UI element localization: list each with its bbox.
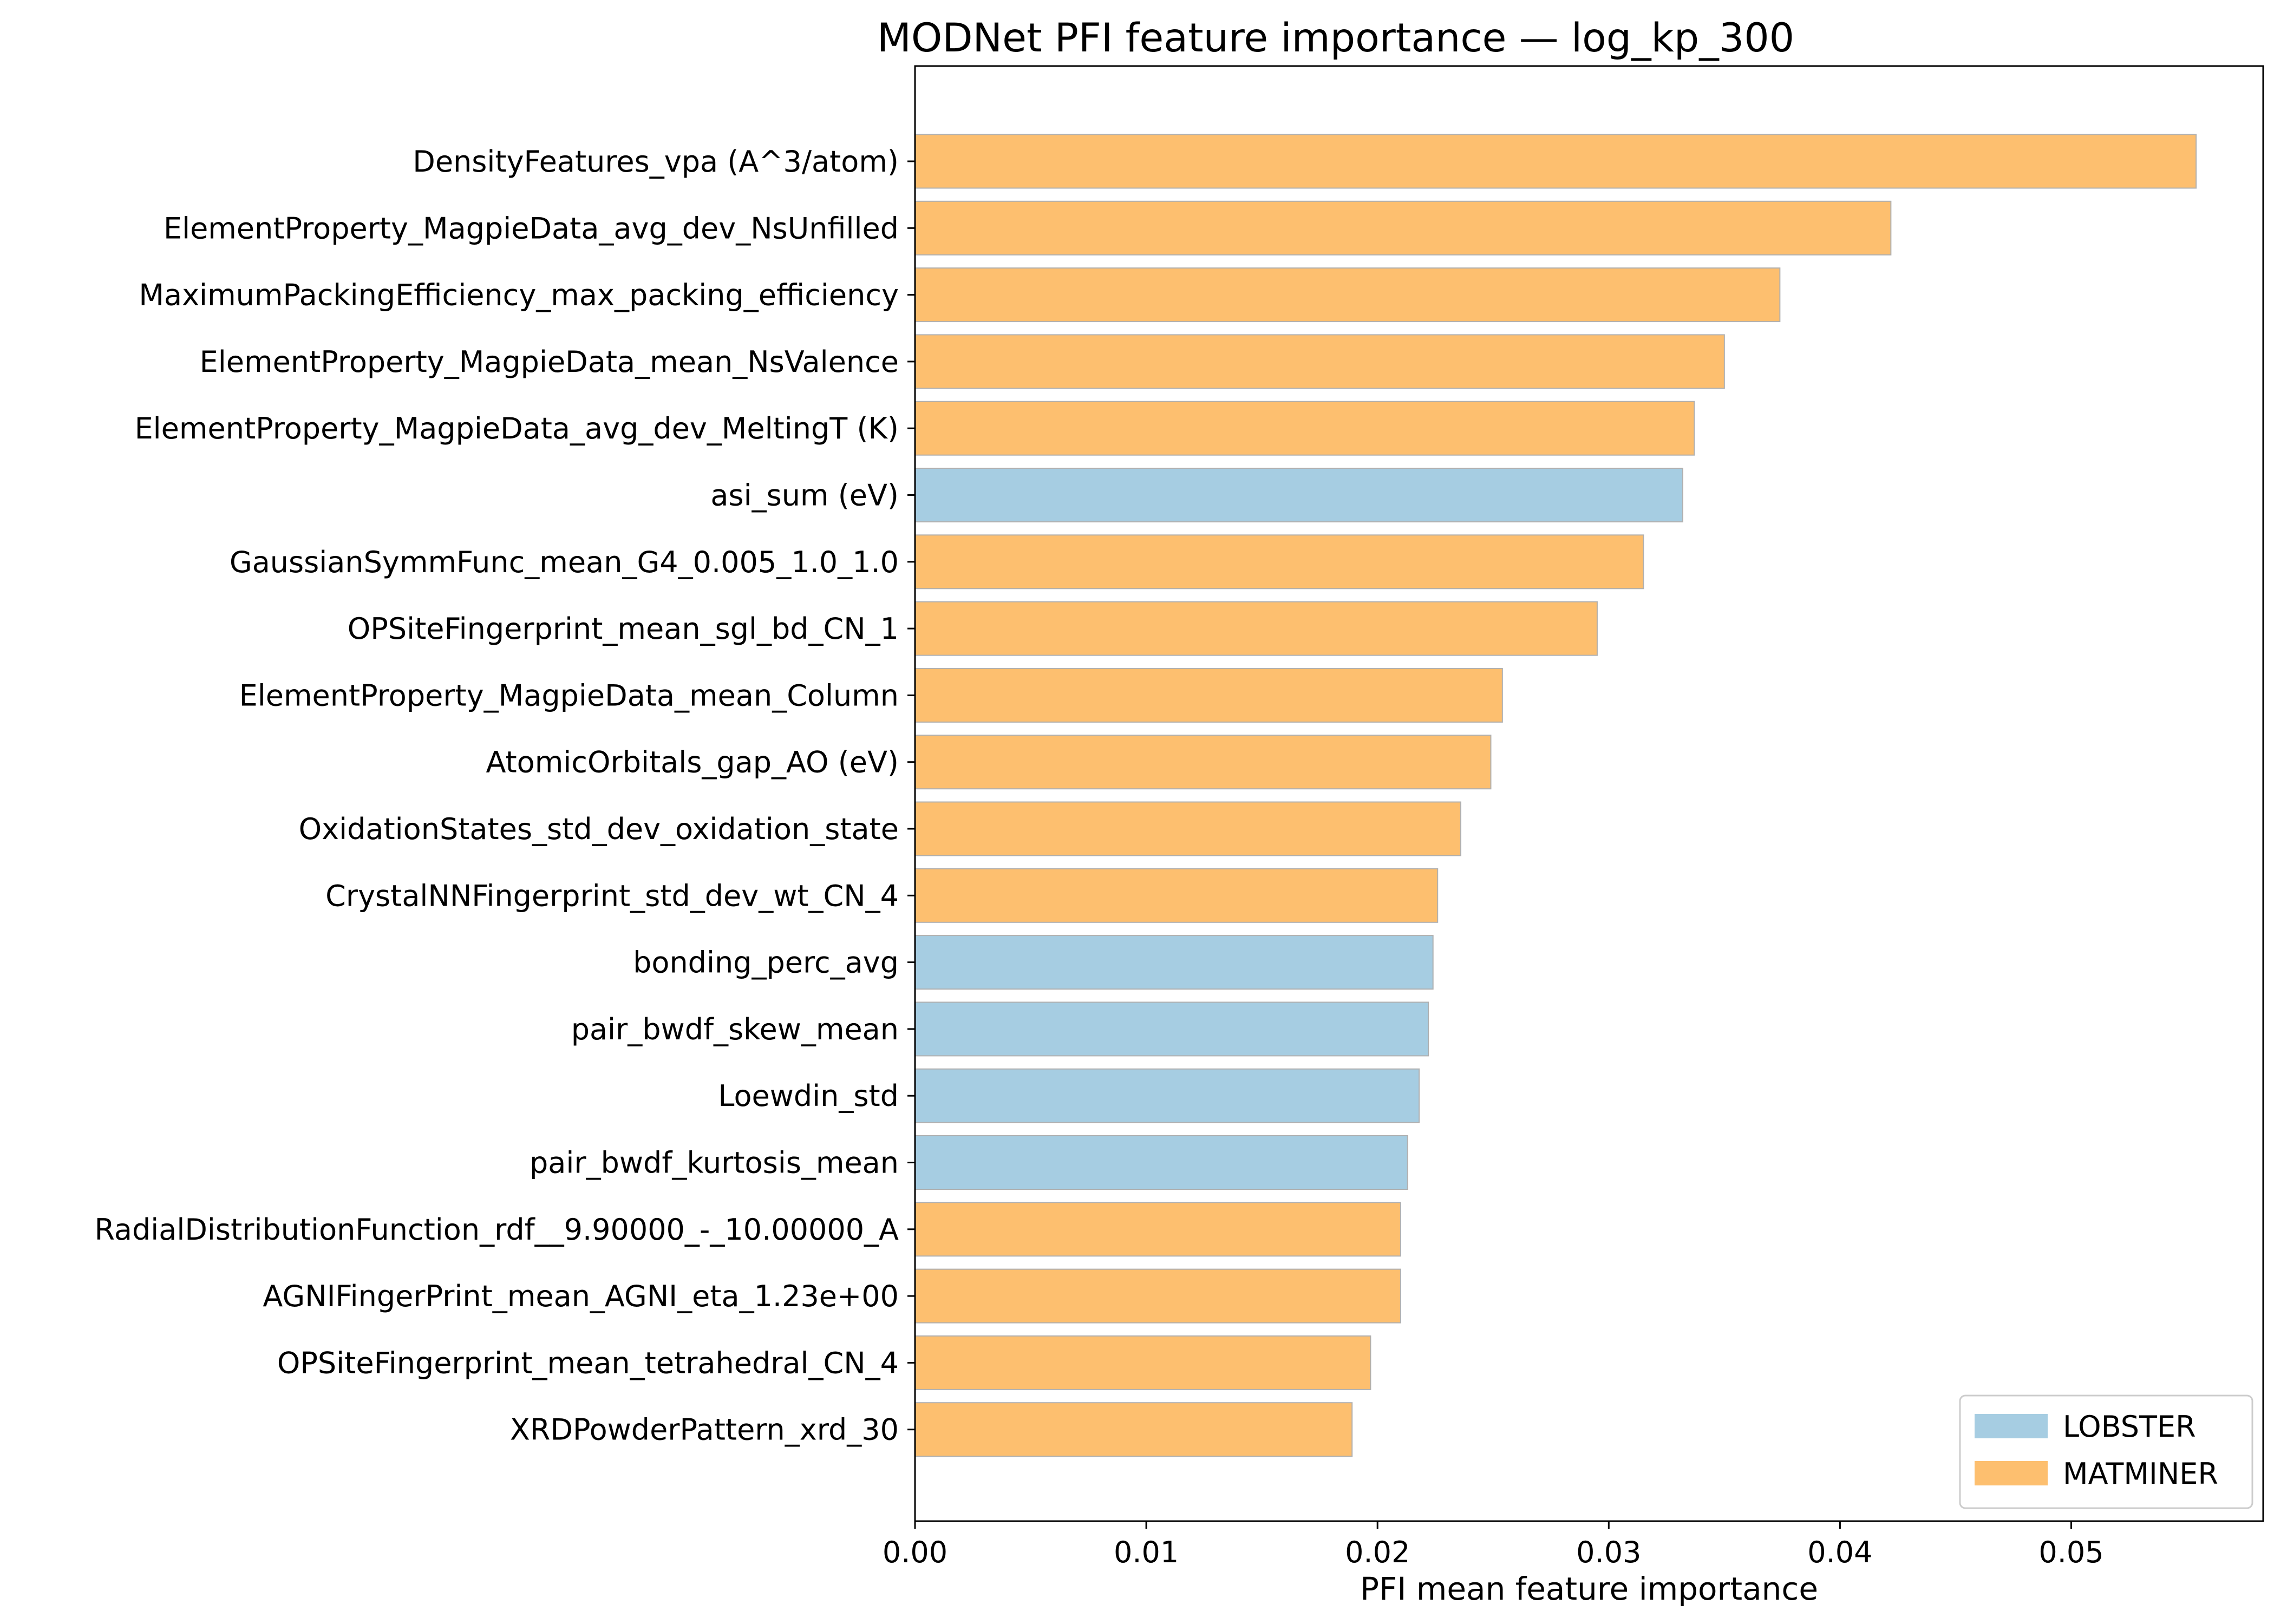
bar-matminer — [914, 334, 1725, 389]
category-label: Loewdin_std — [718, 1079, 899, 1113]
x-tick-label: 0.02 — [1345, 1535, 1410, 1569]
legend-label-matminer: MATMINER — [2063, 1457, 2218, 1491]
category-label: ElementProperty_MagpieData_mean_Column — [239, 678, 899, 712]
bar-matminer — [914, 267, 1781, 323]
category-label: ElementProperty_MagpieData_mean_NsValenc… — [200, 345, 899, 379]
category-label: AGNIFingerPrint_mean_AGNI_eta_1.23e+00 — [263, 1279, 899, 1313]
category-label: CrystalNNFingerprint_std_dev_wt_CN_4 — [325, 879, 899, 913]
x-tick-label: 0.01 — [1114, 1535, 1179, 1569]
category-label: asi_sum (eV) — [710, 479, 899, 513]
bar-matminer — [914, 801, 1461, 856]
x-tick-label: 0.05 — [2038, 1535, 2103, 1569]
category-label: GaussianSymmFunc_mean_G4_0.005_1.0_1.0 — [230, 545, 899, 579]
legend-label-lobster: LOBSTER — [2063, 1410, 2196, 1444]
bar-lobster — [914, 1135, 1408, 1190]
category-label: pair_bwdf_kurtosis_mean — [530, 1146, 899, 1180]
category-label: pair_bwdf_skew_mean — [571, 1012, 899, 1046]
legend-swatch-lobster — [1975, 1414, 2048, 1438]
bar-matminer — [914, 735, 1492, 790]
bar-lobster — [914, 1068, 1420, 1123]
bars-layer — [914, 134, 2197, 1457]
legend-swatch-matminer — [1975, 1461, 2048, 1485]
bar-lobster — [914, 468, 1683, 522]
plot-frame — [914, 65, 2264, 1522]
bar-matminer — [914, 1335, 1371, 1390]
x-axis-label: PFI mean feature importance — [1360, 1570, 1818, 1607]
bar-matminer — [914, 200, 1892, 256]
category-label: ElementProperty_MagpieData_avg_dev_Melti… — [135, 411, 899, 446]
category-labels: DensityFeatures_vpa (A^3/atom) ElementPro… — [95, 145, 915, 1447]
category-label: DensityFeatures_vpa (A^3/atom) — [413, 145, 899, 179]
bar-matminer — [914, 534, 1644, 590]
bar-matminer — [914, 1402, 1353, 1457]
bar-matminer — [914, 1268, 1401, 1324]
bar-matminer — [914, 868, 1439, 923]
category-label: RadialDistributionFunction_rdf__9.90000_… — [95, 1213, 899, 1247]
legend: LOBSTER MATMINER — [1959, 1394, 2253, 1509]
x-tick-label: 0.03 — [1576, 1535, 1641, 1569]
category-label: bonding_perc_avg — [633, 946, 899, 980]
category-label: MaximumPackingEfficiency_max_packing_eff… — [139, 278, 899, 312]
category-label: OxidationStates_std_dev_oxidation_state — [299, 812, 899, 846]
x-axis-ticks: 0.00 0.01 0.02 0.03 0.04 0.05 — [883, 1521, 2104, 1569]
category-label: OPSiteFingerprint_mean_tetrahedral_CN_4 — [277, 1346, 899, 1380]
bar-matminer — [914, 401, 1695, 456]
bar-matminer — [914, 134, 2197, 189]
x-tick-label: 0.00 — [883, 1535, 948, 1569]
bar-matminer — [914, 601, 1598, 656]
bar-matminer — [914, 1202, 1401, 1257]
bar-lobster — [914, 1001, 1429, 1057]
chart-title: MODNet PFI feature importance — log_kp_3… — [877, 15, 1794, 61]
category-label: XRDPowderPattern_xrd_30 — [510, 1413, 899, 1447]
category-label: ElementProperty_MagpieData_avg_dev_NsUnf… — [164, 211, 899, 245]
bar-lobster — [914, 935, 1434, 990]
category-label: OPSiteFingerprint_mean_sgl_bd_CN_1 — [348, 612, 899, 646]
bar-matminer — [914, 667, 1503, 723]
category-label: AtomicOrbitals_gap_AO (eV) — [486, 745, 899, 780]
x-tick-label: 0.04 — [1807, 1535, 1872, 1569]
